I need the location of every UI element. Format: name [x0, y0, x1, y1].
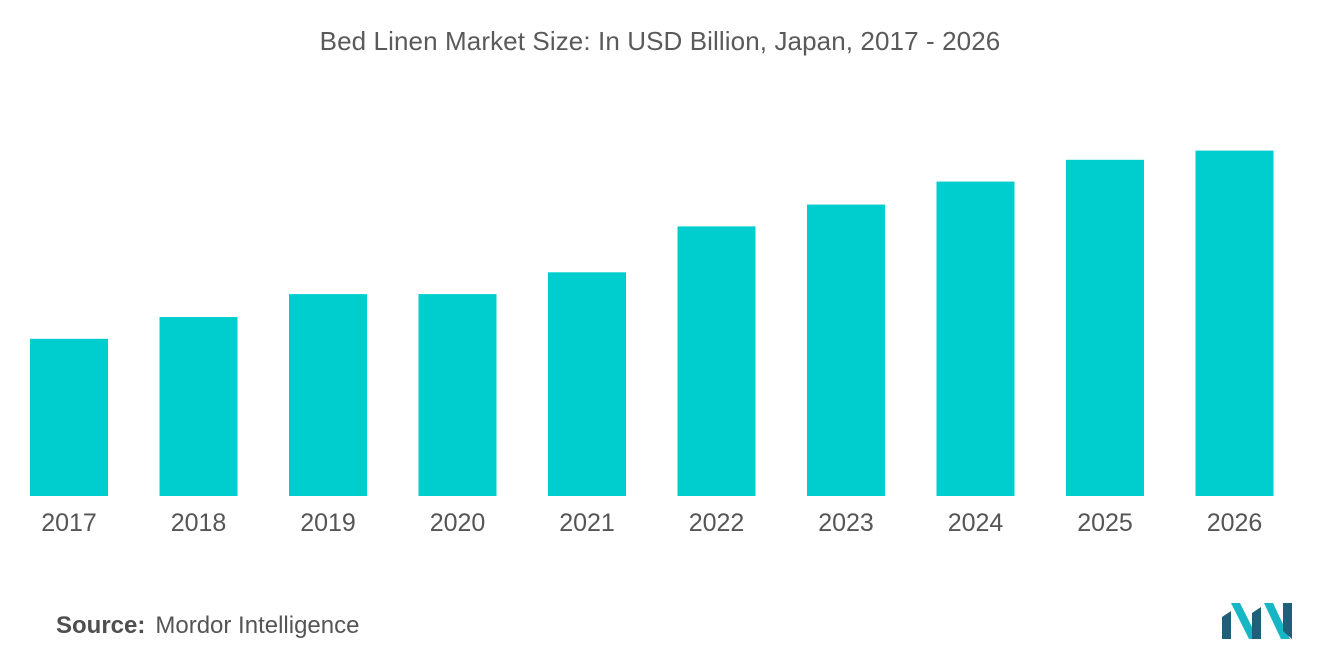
- bar-2025: [1066, 159, 1144, 497]
- bar-2017: [30, 338, 108, 496]
- x-tick-label: 2025: [1077, 509, 1133, 537]
- chart-title: Bed Linen Market Size: In USD Billion, J…: [319, 26, 1001, 56]
- x-tick-label: 2020: [430, 509, 486, 537]
- logo-center-stroke: [1231, 603, 1258, 639]
- source-label: Source:: [56, 612, 146, 639]
- logo-right-stroke: [1283, 603, 1292, 639]
- x-tick-label: 2017: [41, 509, 97, 537]
- bar-2024: [936, 181, 1015, 496]
- source-value: Mordor Intelligence: [155, 612, 360, 639]
- x-tick-label: 2021: [559, 509, 615, 537]
- bar-2019: [289, 294, 367, 496]
- bar-2026: [1195, 150, 1274, 496]
- mordor-intelligence-logo-icon: [1222, 603, 1292, 639]
- x-tick-label: 2019: [300, 509, 356, 537]
- bar-2022: [677, 226, 756, 496]
- x-tick-label: 2018: [171, 509, 227, 537]
- bar-2018: [159, 317, 238, 496]
- x-tick-label: 2024: [948, 509, 1004, 537]
- bar-chart: 2017 2018 2019 2020 2021 2022 2023 2024 2025 2026: [30, 150, 1274, 537]
- x-tick-label: 2026: [1207, 509, 1263, 537]
- bar-2021: [548, 272, 626, 496]
- logo-left-stroke: [1222, 611, 1231, 639]
- logo-inner-stroke: [1252, 607, 1261, 639]
- bar-2020: [418, 294, 497, 496]
- x-tick-label: 2022: [689, 509, 745, 537]
- source-attribution: Source: Mordor Intelligence: [56, 612, 359, 640]
- x-tick-label: 2023: [818, 509, 874, 537]
- bar-2023: [807, 204, 885, 496]
